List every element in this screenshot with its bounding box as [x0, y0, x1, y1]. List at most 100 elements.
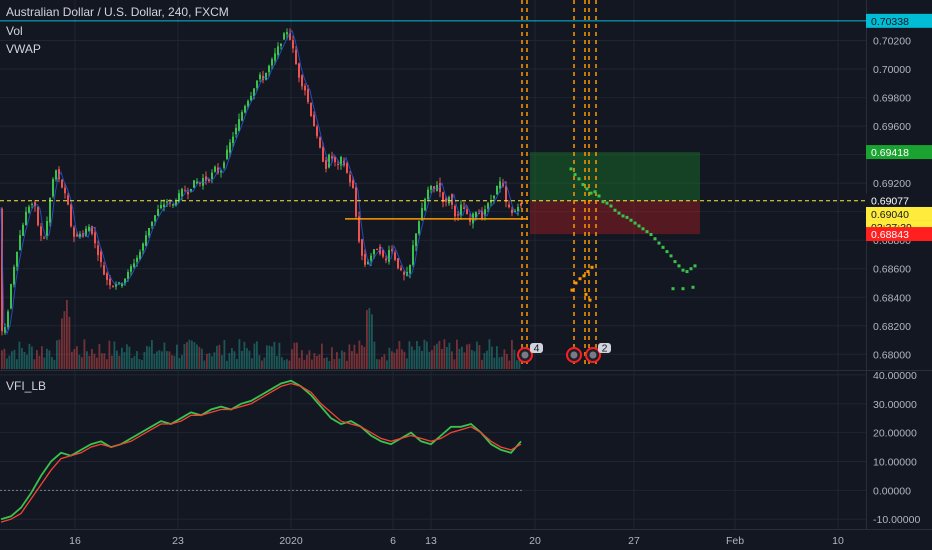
- volume-bar: [33, 359, 36, 369]
- volume-bar: [83, 339, 86, 369]
- candle-body: [508, 204, 510, 208]
- current-price-badge[interactable]: [866, 206, 932, 221]
- volume-bar: [316, 355, 318, 369]
- candle-body: [424, 199, 426, 211]
- volume-bar: [376, 359, 378, 369]
- volume-bar: [438, 340, 441, 369]
- volume-bar: [346, 360, 348, 369]
- candle-body: [235, 127, 237, 135]
- target-zone[interactable]: [530, 152, 700, 201]
- candle-body: [319, 137, 321, 148]
- volume-bar: [131, 358, 133, 369]
- volume-bar: [256, 341, 258, 369]
- volume-bar: [463, 352, 466, 369]
- candle-body: [415, 233, 417, 247]
- projection-dot-orange: [586, 270, 590, 274]
- candle-body: [34, 202, 36, 207]
- projection-dot: [601, 200, 605, 204]
- candle-body: [67, 195, 69, 205]
- vfi-pane[interactable]: [0, 379, 522, 523]
- candle-body: [211, 172, 213, 180]
- volume-bar: [448, 342, 451, 369]
- candle-body: [286, 32, 288, 35]
- candle-body: [376, 249, 378, 251]
- symbol-title[interactable]: Australian Dollar / U.S. Dollar, 240, FX…: [6, 5, 229, 19]
- volume-bar: [358, 340, 361, 369]
- candle-body: [106, 273, 108, 280]
- volume-bar: [498, 357, 501, 369]
- candle-body: [421, 208, 423, 221]
- volume-bar: [341, 350, 343, 369]
- candle-body: [304, 85, 306, 91]
- volume-bar: [8, 355, 11, 369]
- candle-body: [391, 249, 393, 252]
- price-tick-label: 0.69800: [873, 93, 911, 105]
- volume-bar: [308, 350, 311, 369]
- candle-body: [214, 166, 216, 172]
- volume-bar: [66, 299, 68, 369]
- projection-dot: [657, 241, 661, 245]
- projection-dot-orange: [574, 281, 578, 285]
- volume-bar: [6, 358, 8, 369]
- target-price-badge[interactable]: [866, 145, 932, 160]
- volume-bar: [166, 351, 168, 369]
- volume-bar: [153, 353, 156, 369]
- projection-dot: [681, 268, 685, 272]
- volume-bar: [398, 341, 401, 369]
- volume-bar: [363, 346, 366, 369]
- candle-body: [310, 102, 312, 116]
- volume-indicator-label[interactable]: Vol: [6, 24, 23, 38]
- volume-bar: [221, 355, 223, 369]
- candle-body: [85, 228, 87, 237]
- event-badge-count-bg: [530, 343, 543, 353]
- target-price-badge-text: 0.69418: [871, 147, 909, 159]
- level-price-badge[interactable]: [866, 193, 932, 208]
- volume-bar: [28, 343, 31, 369]
- volume-bar: [371, 314, 373, 369]
- candle-body: [154, 215, 156, 222]
- projection-dot: [581, 183, 585, 187]
- vfi-indicator-label[interactable]: VFI_LB: [6, 379, 47, 393]
- candle-body: [271, 59, 273, 66]
- price-axis[interactable]: 0.702000.700000.698000.696000.694000.692…: [69, 13, 932, 547]
- volume-bar: [426, 341, 428, 369]
- candle-body: [28, 206, 30, 213]
- candle-body: [370, 255, 372, 261]
- candle-body: [289, 32, 291, 40]
- candle-body: [460, 204, 462, 216]
- projection-dot: [593, 190, 597, 194]
- volume-bar: [393, 352, 396, 369]
- stop-price-badge[interactable]: [866, 227, 932, 242]
- volume-bar: [123, 352, 126, 369]
- candle-body: [493, 195, 495, 199]
- stop-zone[interactable]: [530, 200, 700, 235]
- volume-bar: [486, 350, 488, 369]
- event-badge-count: 2: [602, 343, 608, 355]
- candle-body: [196, 181, 198, 184]
- volume-bar: [368, 308, 371, 369]
- candle-body: [121, 283, 123, 287]
- volume-bar: [348, 344, 351, 369]
- candle-body: [61, 179, 63, 188]
- projection-dot: [689, 267, 693, 271]
- candle-body: [73, 227, 75, 237]
- price-tick-label: 0.70000: [873, 64, 911, 76]
- projection-dot-orange: [570, 288, 574, 292]
- candle-body: [466, 209, 468, 215]
- time-tick-label: 23: [172, 535, 184, 547]
- candle-body: [277, 46, 279, 55]
- volume-bar: [148, 346, 151, 369]
- volume-bar: [266, 345, 268, 369]
- price-tick-label: 0.70200: [873, 36, 911, 48]
- candle-body: [283, 33, 285, 40]
- volume-bar: [88, 355, 91, 369]
- time-tick-label: Feb: [726, 535, 744, 547]
- volume-bar: [151, 339, 153, 369]
- candle-body: [409, 264, 411, 274]
- time-tick-label: 20: [529, 535, 541, 547]
- top-price-badge[interactable]: [866, 13, 932, 28]
- vwap-indicator-label[interactable]: VWAP: [6, 42, 41, 56]
- volume-bar: [411, 346, 413, 369]
